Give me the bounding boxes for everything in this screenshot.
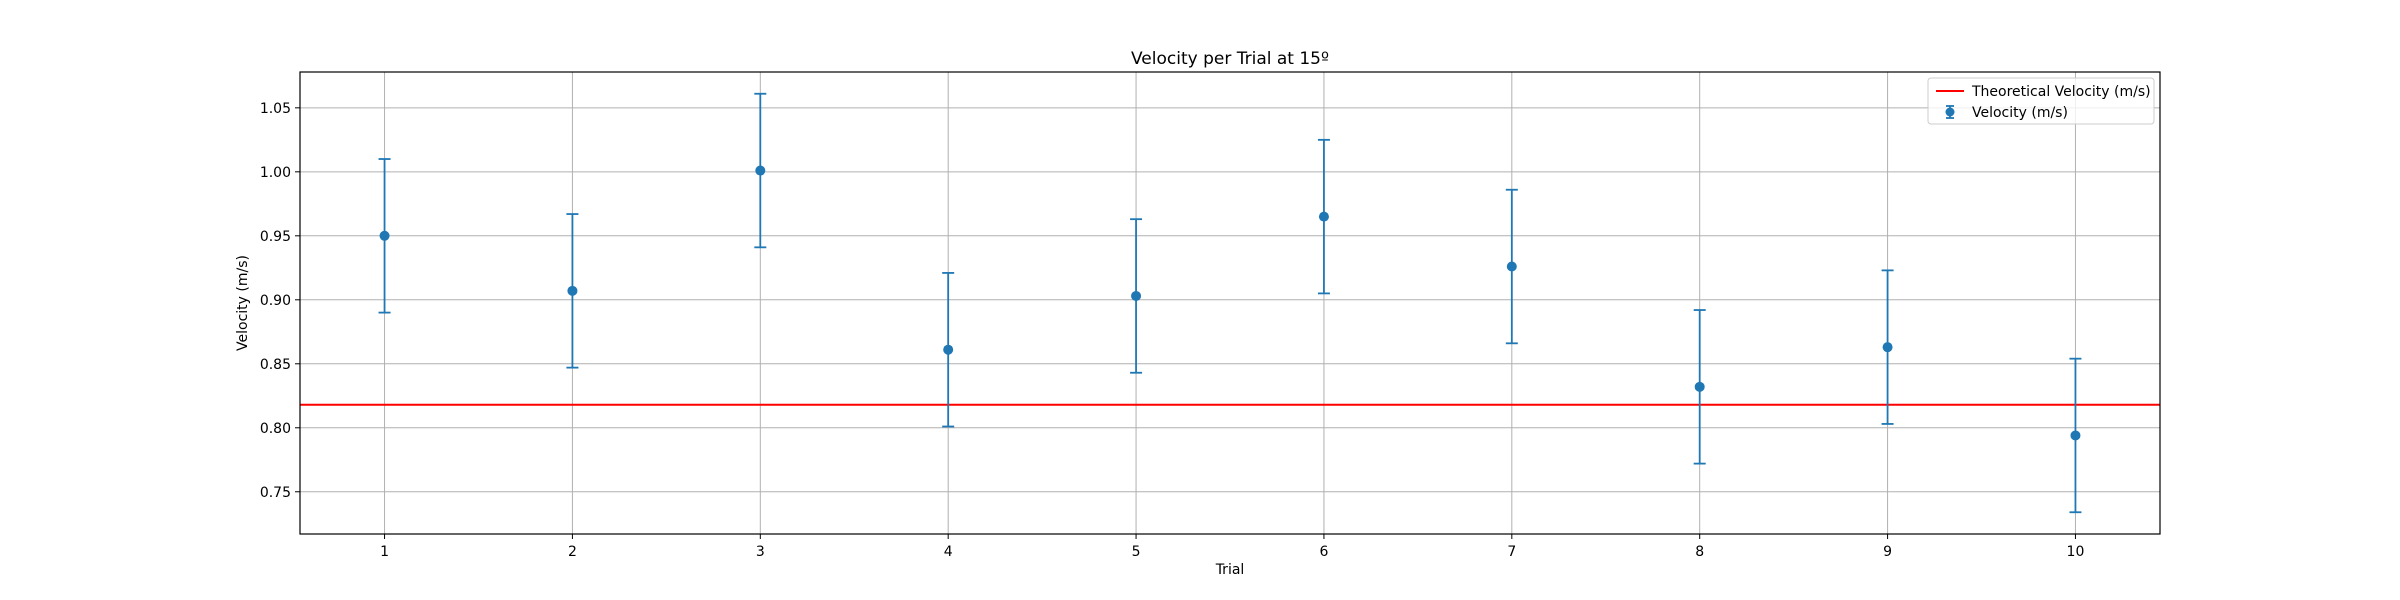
velocity-point — [1882, 342, 1893, 353]
x-tick-label: 10 — [2067, 544, 2085, 560]
velocity-point — [379, 230, 390, 241]
velocity-point — [1506, 261, 1517, 272]
velocity-point — [567, 285, 578, 296]
legend: Theoretical Velocity (m/s) Velocity (m/s… — [1927, 77, 2155, 125]
x-tick-label: 8 — [1695, 544, 1704, 560]
y-tick-label: 0.90 — [260, 293, 291, 309]
velocity-point — [943, 344, 954, 355]
x-axis-label: Trial — [1215, 562, 1245, 578]
y-tick-label: 0.75 — [260, 485, 291, 501]
legend-theoretical-label: Theoretical Velocity (m/s) — [1971, 84, 2151, 100]
chart-title: Velocity per Trial at 15º — [1131, 49, 1329, 69]
x-tick-label: 1 — [380, 544, 389, 560]
y-tick-label: 0.85 — [260, 357, 291, 373]
y-axis-ticks: 0.75 0.80 0.85 0.90 0.95 1.00 1.05 — [260, 101, 300, 501]
x-tick-label: 6 — [1319, 544, 1328, 560]
x-tick-label: 4 — [944, 544, 953, 560]
velocity-point — [2070, 430, 2081, 441]
legend-box — [1927, 77, 2155, 125]
legend-velocity-swatch — [1945, 105, 1955, 119]
legend-swatch-point — [1945, 107, 1955, 117]
y-tick-label: 1.05 — [260, 101, 291, 117]
plot-frame — [299, 71, 2161, 535]
y-tick-label: 0.95 — [260, 229, 291, 245]
velocity-point — [1131, 290, 1142, 301]
velocity-point — [1694, 381, 1705, 392]
x-tick-label: 2 — [568, 544, 577, 560]
errorbar-series-layer — [378, 92, 2082, 514]
y-tick-label: 1.00 — [260, 165, 291, 181]
velocity-point — [755, 165, 766, 176]
velocity-point — [1318, 211, 1329, 222]
legend-velocity-label: Velocity (m/s) — [1972, 105, 2068, 121]
x-tick-label: 9 — [1883, 544, 1892, 560]
x-tick-label: 7 — [1507, 544, 1516, 560]
y-axis-label: Velocity (m/s) — [235, 255, 251, 351]
y-tick-label: 0.80 — [260, 421, 291, 437]
x-axis-ticks: 1 2 3 4 5 6 7 8 9 10 — [380, 534, 2084, 560]
x-tick-label: 3 — [756, 544, 765, 560]
x-tick-label: 5 — [1132, 544, 1141, 560]
